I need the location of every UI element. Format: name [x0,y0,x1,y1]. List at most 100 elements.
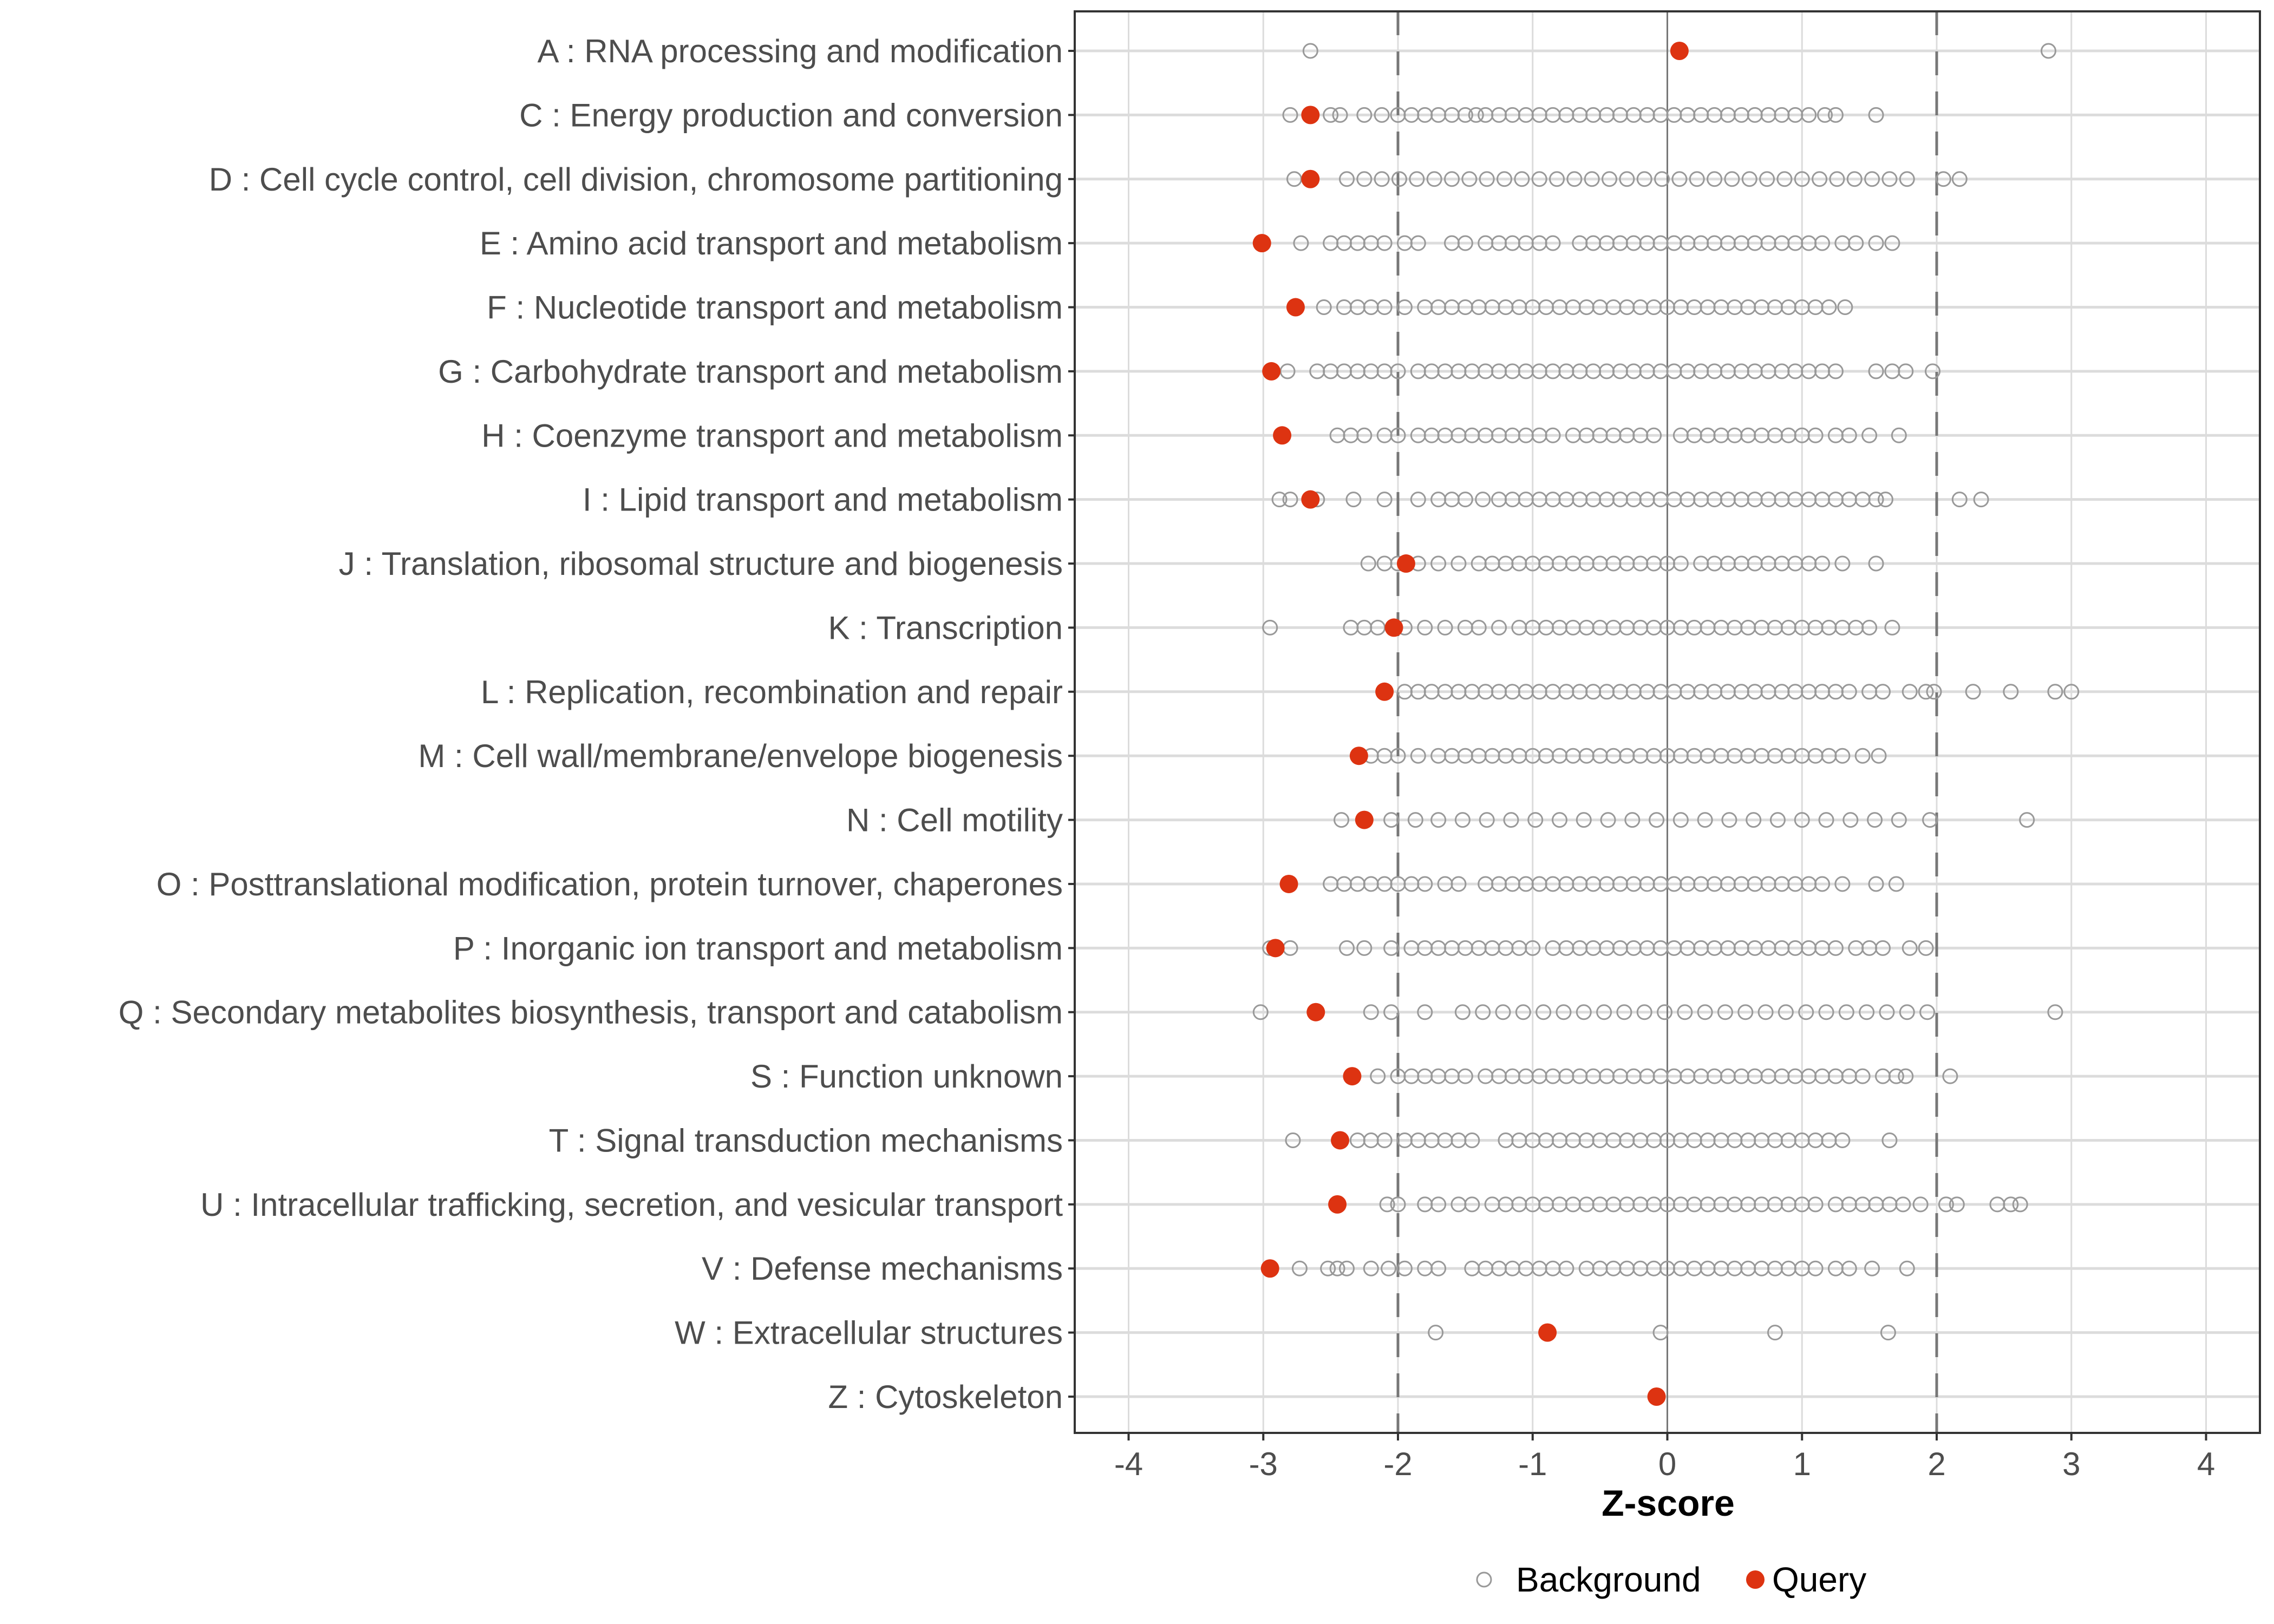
legend-background-label: Background [1516,1560,1701,1599]
background-point [1818,812,1834,828]
background-point [1888,876,1904,892]
background-point [1282,107,1298,123]
query-point [1279,874,1298,893]
background-point [1376,492,1393,508]
background-point [1827,363,1844,379]
background-point [1834,748,1851,764]
background-point [1814,876,1831,892]
background-point [1899,171,1915,187]
background-point [1584,171,1600,187]
background-point [1901,684,1918,700]
background-point [1417,619,1433,636]
background-point [1827,940,1844,956]
background-point [1794,812,1810,828]
background-point [1390,363,1406,379]
query-point [1286,298,1305,317]
category-label: D : Cell cycle control, cell division, c… [209,161,1063,198]
background-point [1938,1196,1954,1213]
background-point [1807,1196,1824,1213]
background-point [1356,427,1373,443]
background-point [1293,235,1309,251]
background-point [1262,619,1278,636]
legend-query-marker [1746,1570,1765,1589]
background-point [1925,363,1941,379]
background-point [1282,492,1298,508]
background-point [1457,1068,1473,1084]
background-point [1464,1132,1480,1148]
data-points [1252,42,2080,1406]
background-point [1649,812,1665,828]
background-point [1407,812,1423,828]
background-point [1376,1132,1393,1148]
background-point [1428,1325,1444,1341]
query-point [1343,1067,1362,1086]
background-point [1514,171,1530,187]
background-point [1376,299,1393,316]
background-point [1912,1196,1929,1213]
background-point [1746,812,1762,828]
background-point [1841,1260,1857,1276]
query-point [1384,618,1403,637]
background-point [1918,684,1934,700]
category-label: K : Transcription [828,610,1063,646]
background-point [1636,171,1652,187]
background-point [1558,1260,1574,1276]
background-point [1848,235,1864,251]
background-point [1370,1068,1386,1084]
background-point [1600,812,1616,828]
x-tick-label: -3 [1249,1446,1278,1482]
background-point [1898,1068,1914,1084]
background-point [1646,427,1662,443]
background-point [1468,107,1484,123]
background-point [1376,235,1393,251]
background-point [1881,171,1898,187]
background-point [1471,619,1487,636]
query-point [1260,1259,1279,1278]
background-point [1922,812,1938,828]
background-point [1965,684,1981,700]
background-point [1818,1004,1834,1020]
background-point [1636,1004,1652,1020]
background-point [1891,427,1907,443]
background-point [1454,1004,1471,1020]
background-point [1672,812,1689,828]
background-point [1769,812,1786,828]
category-label: H : Coenzyme transport and metabolism [481,417,1063,454]
background-point [1868,363,1884,379]
background-point [2063,684,2080,700]
background-point [1884,235,1900,251]
background-point [1834,876,1851,892]
category-label: F : Nucleotide transport and metabolism [487,290,1063,326]
background-point [1794,171,1810,187]
category-label: L : Replication, recombination and repai… [481,674,1063,710]
background-point [1854,1068,1871,1084]
background-point [1778,1004,1794,1020]
background-point [1951,492,1968,508]
background-point [1721,812,1737,828]
background-point [1854,748,1871,764]
background-point [1450,555,1467,572]
background-point [1737,1004,1754,1020]
background-point [1566,171,1583,187]
background-point [1801,107,1817,123]
background-point [1556,1004,1572,1020]
background-point [1671,171,1688,187]
query-point [1538,1323,1557,1342]
background-point [1430,1196,1447,1213]
background-point [1881,1132,1898,1148]
background-point [1285,1132,1301,1148]
background-point [1868,555,1884,572]
background-point [1864,1260,1880,1276]
background-point [1503,812,1519,828]
category-labels: A : RNA processing and modification C : E… [119,33,1075,1415]
background-point [1527,812,1544,828]
query-point [1301,169,1320,188]
background-point [1374,171,1390,187]
background-point [1444,171,1460,187]
background-point [1973,492,1989,508]
background-point [1383,940,1400,956]
query-point [1349,746,1368,765]
background-point [1741,171,1757,187]
background-point [1383,1004,1400,1020]
background-point [1417,876,1433,892]
